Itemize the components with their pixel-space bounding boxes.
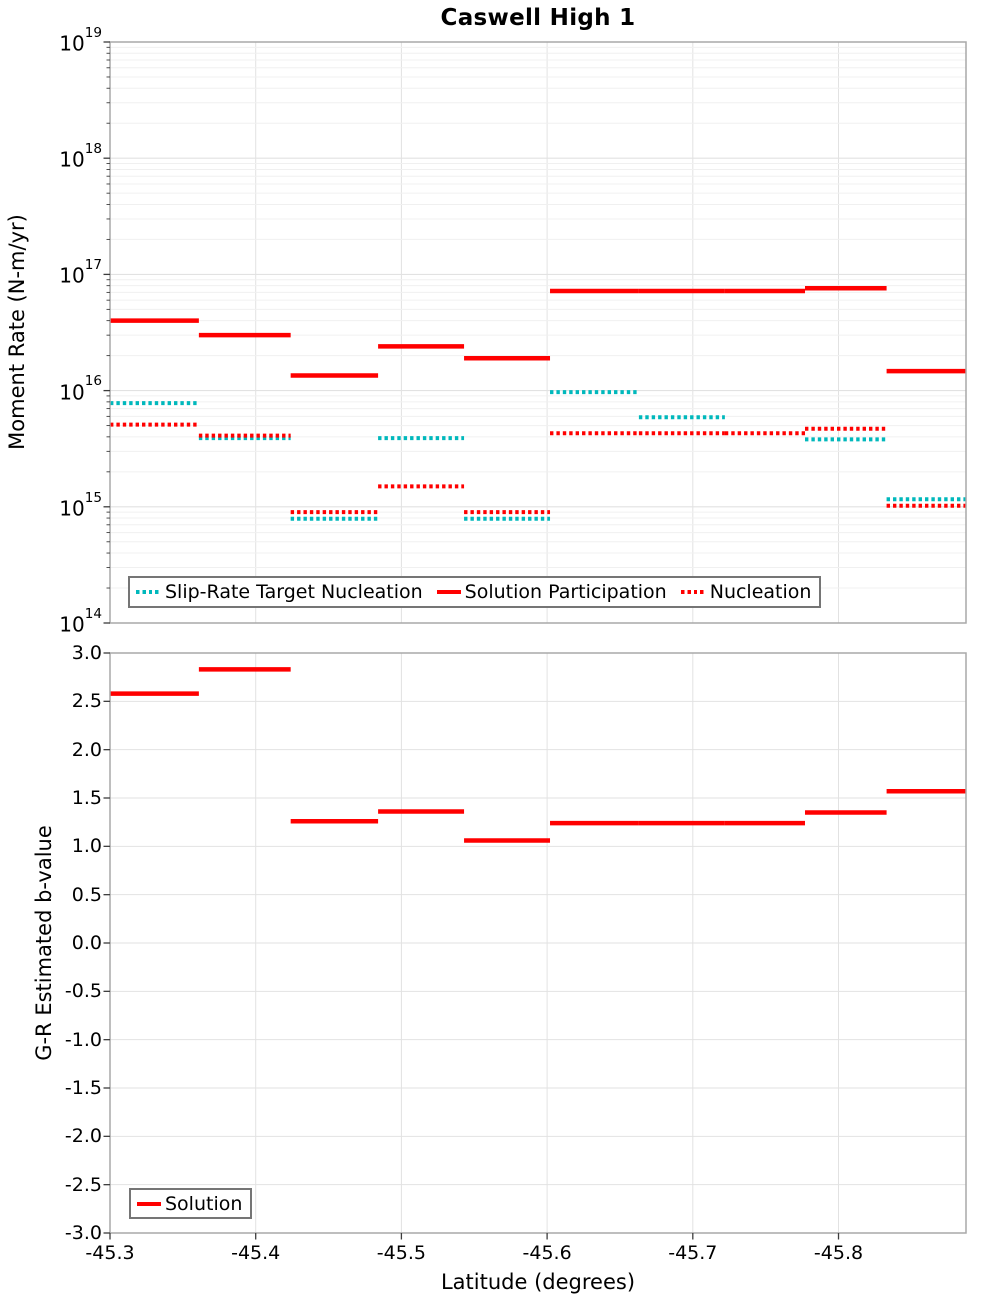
ytick-label-3.0: 3.0: [71, 642, 102, 664]
ytick-label-2.5: 2.5: [71, 690, 102, 713]
xtick-label--45.5: -45.5: [376, 1242, 426, 1264]
plot-frames: [109, 41, 967, 1234]
series-solution-participation: [110, 285, 966, 378]
legend-label-slip-rate-target-nucleation: Slip-Rate Target Nucleation: [165, 581, 423, 603]
chart-title: Caswell High 1: [440, 5, 636, 31]
slip-rate-target-nucleation-swatch: [136, 590, 161, 594]
legend-label-nucleation: Nucleation: [709, 581, 812, 603]
moment-rate-axis-label: Moment Rate (N-m/yr): [5, 214, 29, 450]
solution-participation-swatch: [436, 590, 461, 594]
ytick-label--1.0: -1.0: [64, 1028, 102, 1051]
ytick-label-1.5: 1.5: [71, 787, 102, 809]
ytick-label-1e18: 1018: [59, 141, 102, 172]
series-slip-rate-target-nucleation: [110, 390, 966, 521]
tick-marks: [103, 41, 840, 1240]
ytick-label-0.0: 0.0: [71, 932, 102, 954]
grid-lines: [110, 42, 966, 1233]
xtick-label--45.3: -45.3: [85, 1242, 135, 1264]
nucleation-swatch: [680, 590, 706, 594]
solution-swatch: [137, 1201, 161, 1206]
legend-bvalue: Solution: [129, 1188, 253, 1219]
ytick-label-2.0: 2.0: [71, 738, 102, 761]
latitude-axis-label: Latitude (degrees): [440, 1270, 636, 1294]
ytick-label-0.5: 0.5: [71, 883, 102, 906]
series-solution: [110, 667, 966, 843]
series-nucleation: [110, 422, 966, 515]
moment-rate-frame: [109, 41, 967, 624]
legend-label-solution-participation: Solution Participation: [464, 581, 667, 603]
ytick-label-1.0: 1.0: [71, 835, 102, 858]
ytick-label--2.5: -2.5: [64, 1173, 102, 1196]
ytick-label-1e15: 1015: [59, 489, 102, 521]
ytick-label--0.5: -0.5: [64, 980, 102, 1003]
ytick-label-1e14: 1014: [59, 605, 102, 637]
xtick-label--45.4: -45.4: [231, 1242, 281, 1264]
ytick-label-1e16: 1016: [59, 373, 102, 405]
xtick-label--45.8: -45.8: [813, 1242, 864, 1264]
xtick-label--45.7: -45.7: [668, 1242, 718, 1264]
legend-moment-rate: Slip-Rate Target Nucleation Solution Par…: [128, 576, 822, 608]
xtick-label--45.6: -45.6: [522, 1242, 572, 1264]
ytick-label--3.0: -3.0: [64, 1222, 102, 1244]
ytick-label-1e19: 1019: [59, 24, 102, 56]
ytick-label-1e17: 1017: [59, 257, 102, 289]
ytick-label--1.5: -1.5: [64, 1077, 102, 1099]
legend-label-solution: Solution: [165, 1192, 243, 1215]
ytick-label--2.0: -2.0: [64, 1125, 102, 1148]
